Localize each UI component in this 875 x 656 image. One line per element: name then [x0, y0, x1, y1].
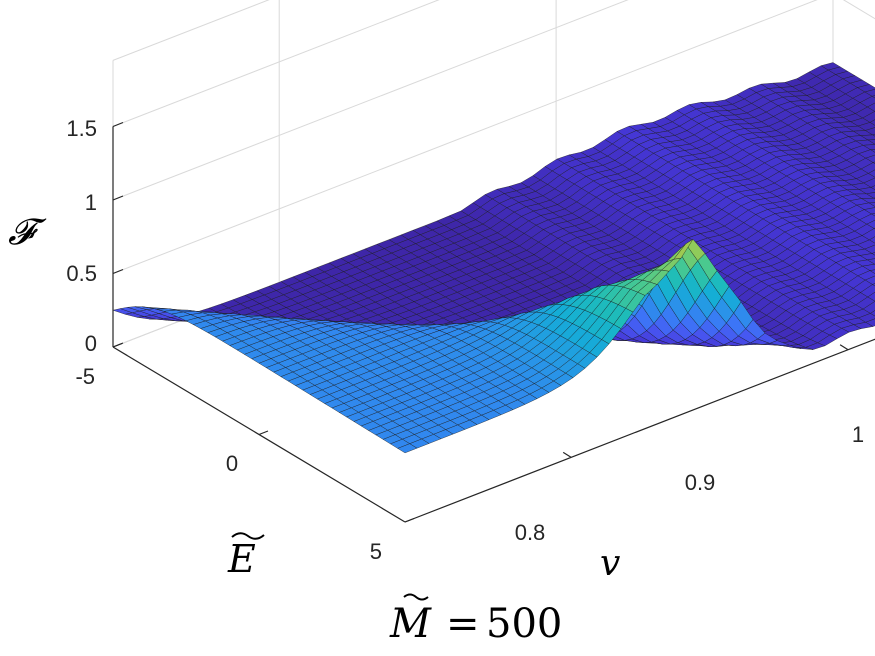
surface-patch [870, 185, 875, 191]
z-gridline [112, 0, 629, 201]
x-tick-label: 1 [852, 422, 864, 447]
y-tick-labels: -5 0 5 [75, 364, 382, 564]
z-gridline [112, 0, 818, 274]
chart-title: M = 500 [389, 593, 562, 647]
surface-plot [112, 62, 875, 454]
x-tick-mark [839, 344, 849, 351]
tilde-accent [231, 532, 265, 540]
x-axis-label: v [600, 543, 620, 584]
title-symbol: M [389, 601, 432, 647]
x-tick-label: 0.9 [685, 470, 716, 495]
x-axis-line [404, 338, 875, 523]
y-tick-label: -5 [75, 364, 95, 389]
y-tick-mark [112, 342, 123, 348]
z-gridline [833, 0, 875, 22]
z-tick-mark [112, 121, 124, 128]
z-tick-label: 1.5 [66, 116, 97, 141]
z-tick-label: 0 [85, 331, 97, 356]
x-tick-mark [562, 451, 572, 458]
surface-patch [869, 310, 875, 317]
y-tick-mark [258, 430, 269, 436]
y-axis-label-text: E [227, 537, 256, 581]
z-axis-label: 𝓕 [8, 212, 47, 253]
back-edge [112, 0, 270, 61]
x-tick-labels: 0.8 0.9 1 [515, 422, 864, 545]
z-tick-mark [112, 195, 124, 201]
z-tick-label: 1 [85, 190, 97, 215]
y-tick-label: 0 [226, 451, 238, 476]
z-tick-label: 0.5 [66, 261, 97, 286]
x-tick-label: 0.8 [515, 520, 546, 545]
axes [112, 121, 875, 523]
surface-patch [871, 252, 875, 256]
z-tick-labels: 1.5 1 0.5 0 [66, 116, 97, 356]
title-equals: = [446, 601, 480, 647]
z-tick-mark [112, 268, 124, 275]
z-gridline [112, 0, 440, 127]
y-tick-label: 5 [370, 539, 382, 564]
title-value: 500 [486, 601, 562, 647]
surface-patch [872, 283, 875, 287]
y-axis-label: E [227, 532, 265, 581]
title-tilde-accent [403, 593, 429, 601]
surface-patch [397, 443, 418, 454]
y-tick-mark [404, 517, 415, 523]
